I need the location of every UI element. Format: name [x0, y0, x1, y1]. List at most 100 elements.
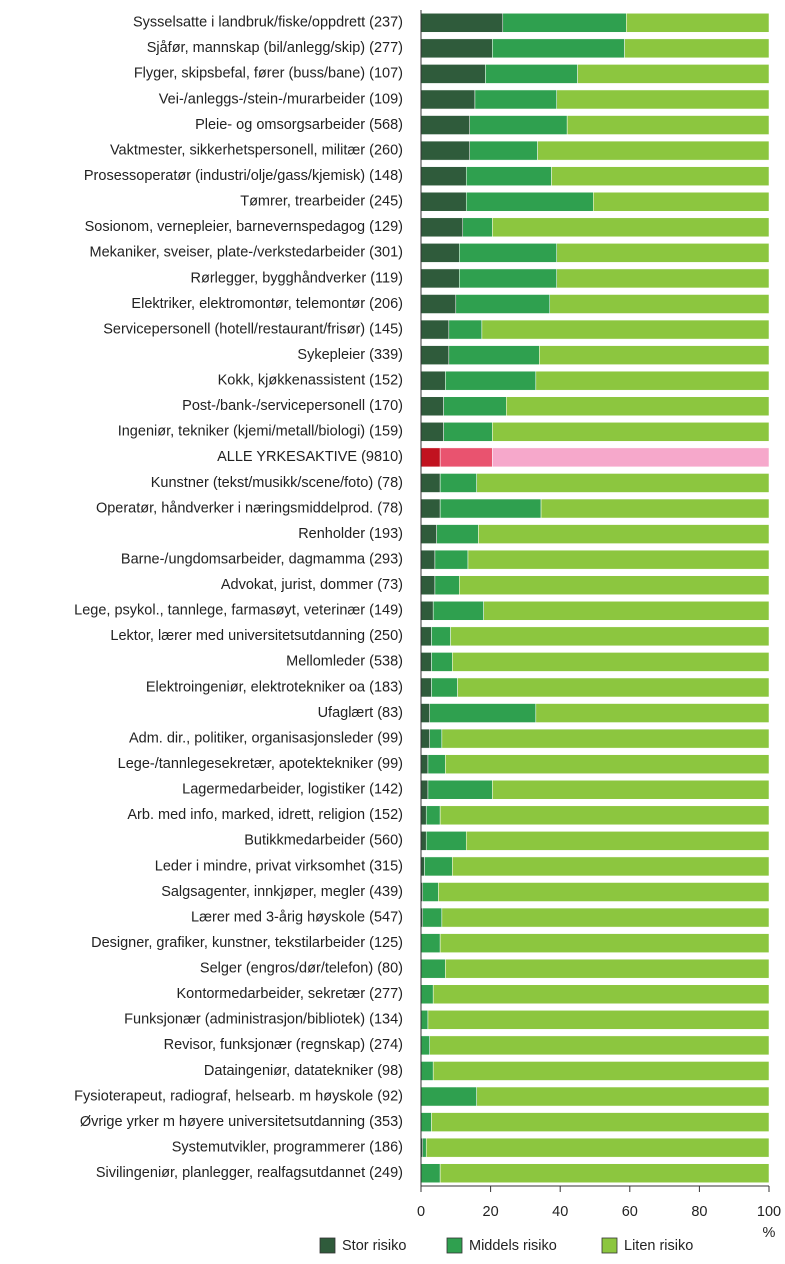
bar-segment — [420, 473, 441, 493]
bar-segment — [420, 396, 444, 417]
bar-segment — [483, 601, 770, 621]
bar-segment — [431, 626, 451, 647]
bar-segment — [465, 831, 770, 851]
bar-segment — [420, 370, 446, 391]
bar-segment — [439, 805, 770, 826]
bar-segment — [469, 140, 538, 161]
bar-segment — [540, 498, 770, 519]
y-tick-label: Ingeniør, tekniker (kjemi/metall/biologi… — [118, 424, 403, 440]
bar-segment — [481, 319, 770, 340]
y-tick-label: Salgsagenter, innkjøper, megler (439) — [161, 884, 403, 900]
bar-segment — [420, 575, 436, 595]
bar-segment — [420, 1035, 430, 1056]
bar-segment — [467, 549, 770, 570]
y-tick-label: Post-/bank-/servicepersonell (170) — [182, 398, 403, 414]
y-tick-label: Fysioterapeut, radiograf, helsearb. m hø… — [74, 1088, 403, 1104]
y-tick-label: Lærer med 3-årig høyskole (547) — [191, 909, 403, 925]
y-tick-label: Vei-/anleggs-/stein-/murarbeider (109) — [159, 91, 403, 107]
bar-segment — [420, 1086, 477, 1107]
bar-segment — [434, 549, 469, 570]
bar-segment — [445, 370, 537, 391]
y-tick-label: Systemutvikler, programmerer (186) — [172, 1139, 403, 1155]
bar-segment — [492, 422, 770, 442]
legend-label: Stor risiko — [342, 1238, 406, 1254]
bar-segment — [445, 958, 770, 979]
bar-segment — [425, 1137, 770, 1158]
bar-segment — [535, 370, 770, 391]
bar-segment — [445, 754, 770, 774]
bar-segment — [420, 652, 432, 672]
bar-segment — [441, 907, 770, 928]
bar-segment — [427, 1010, 770, 1030]
bar-segment — [427, 779, 493, 800]
y-tick-label: Selger (engros/dør/telefon) (80) — [200, 961, 403, 977]
bar-segment — [450, 626, 770, 647]
y-tick-label: Vaktmester, sikkerhetspersonell, militær… — [110, 142, 403, 158]
bar-segment — [431, 652, 453, 672]
bar-segment — [420, 422, 444, 442]
bar-segment — [420, 1061, 434, 1081]
y-tick-label: Elektroingeniør, elektrotekniker oa (183… — [146, 679, 403, 695]
y-tick-label: Pleie- og omsorgsarbeider (568) — [195, 117, 403, 133]
bar-segment — [441, 728, 770, 749]
bar-segment — [420, 677, 432, 698]
bar-segment — [420, 984, 434, 1005]
y-tick-label: Advokat, jurist, dommer (73) — [221, 577, 403, 593]
bar-segment — [492, 217, 770, 238]
bar-segment — [439, 933, 770, 953]
bar-segment — [439, 498, 542, 519]
bar-segment — [537, 140, 770, 161]
y-tick-label: Kunstner (tekst/musikk/scene/foto) (78) — [151, 475, 403, 491]
bar-segment — [425, 831, 467, 851]
bar-segment — [420, 38, 493, 59]
bar-segment — [556, 243, 770, 263]
y-tick-label: Tømrer, trearbeider (245) — [240, 194, 403, 210]
y-tick-label: Rørlegger, bygghåndverker (119) — [190, 270, 403, 286]
bar-segment — [492, 779, 770, 800]
y-tick-label: Butikkmedarbeider (560) — [244, 833, 403, 849]
bar-segment — [549, 294, 770, 314]
legend-swatch — [319, 1237, 336, 1254]
bar-segment — [535, 703, 770, 723]
bar-segment — [439, 1163, 770, 1183]
y-tick-label: Leder i mindre, privat virksomhet (315) — [155, 858, 403, 874]
bar-segment — [434, 575, 460, 595]
legend-swatch — [446, 1237, 463, 1254]
y-tick-label: Øvrige yrker m høyere universitetsutdann… — [80, 1114, 403, 1130]
y-tick-label: Sysselsatte i landbruk/fiske/oppdrett (2… — [133, 15, 403, 31]
y-tick-label: Barne-/ungdomsarbeider, dagmamma (293) — [121, 551, 403, 567]
bar-segment — [420, 217, 464, 238]
x-tick-label: 20 — [483, 1204, 499, 1220]
bar-segment — [436, 524, 479, 544]
bar-segment — [556, 268, 770, 289]
bar-segment — [502, 13, 627, 33]
bar-segment — [506, 396, 770, 417]
bar-segment — [429, 703, 537, 723]
bar-segment — [420, 524, 437, 544]
bar-segment — [476, 473, 770, 493]
bar-segment — [452, 856, 770, 877]
bar-segment — [420, 319, 450, 340]
bar-segment — [420, 831, 427, 851]
bar-segment — [566, 115, 770, 135]
y-tick-label: Designer, grafiker, kunstner, tekstilarb… — [91, 935, 403, 951]
bar-segment — [432, 601, 484, 621]
bar-segment — [593, 191, 770, 212]
bar-segment — [539, 345, 770, 365]
bar-segment — [420, 1010, 429, 1030]
x-tick-label: 100 — [757, 1204, 781, 1220]
bar-segment — [420, 728, 430, 749]
bar-segment — [431, 1112, 770, 1132]
legend-label: Middels risiko — [469, 1238, 557, 1254]
bar-segment — [448, 345, 540, 365]
y-tick-label: Renholder (193) — [298, 526, 403, 542]
bar-segment — [462, 217, 493, 238]
y-tick-label: Sykepleier (339) — [297, 347, 403, 363]
bar-segment — [420, 856, 425, 877]
y-tick-label: Prosessoperatør (industri/olje/gass/kjem… — [84, 168, 403, 184]
bar-segment — [429, 1035, 770, 1056]
y-tick-label: Lege, psykol., tannlege, farmasøyt, vete… — [74, 603, 403, 619]
bar-segment — [439, 473, 477, 493]
bar-segment — [624, 38, 770, 59]
